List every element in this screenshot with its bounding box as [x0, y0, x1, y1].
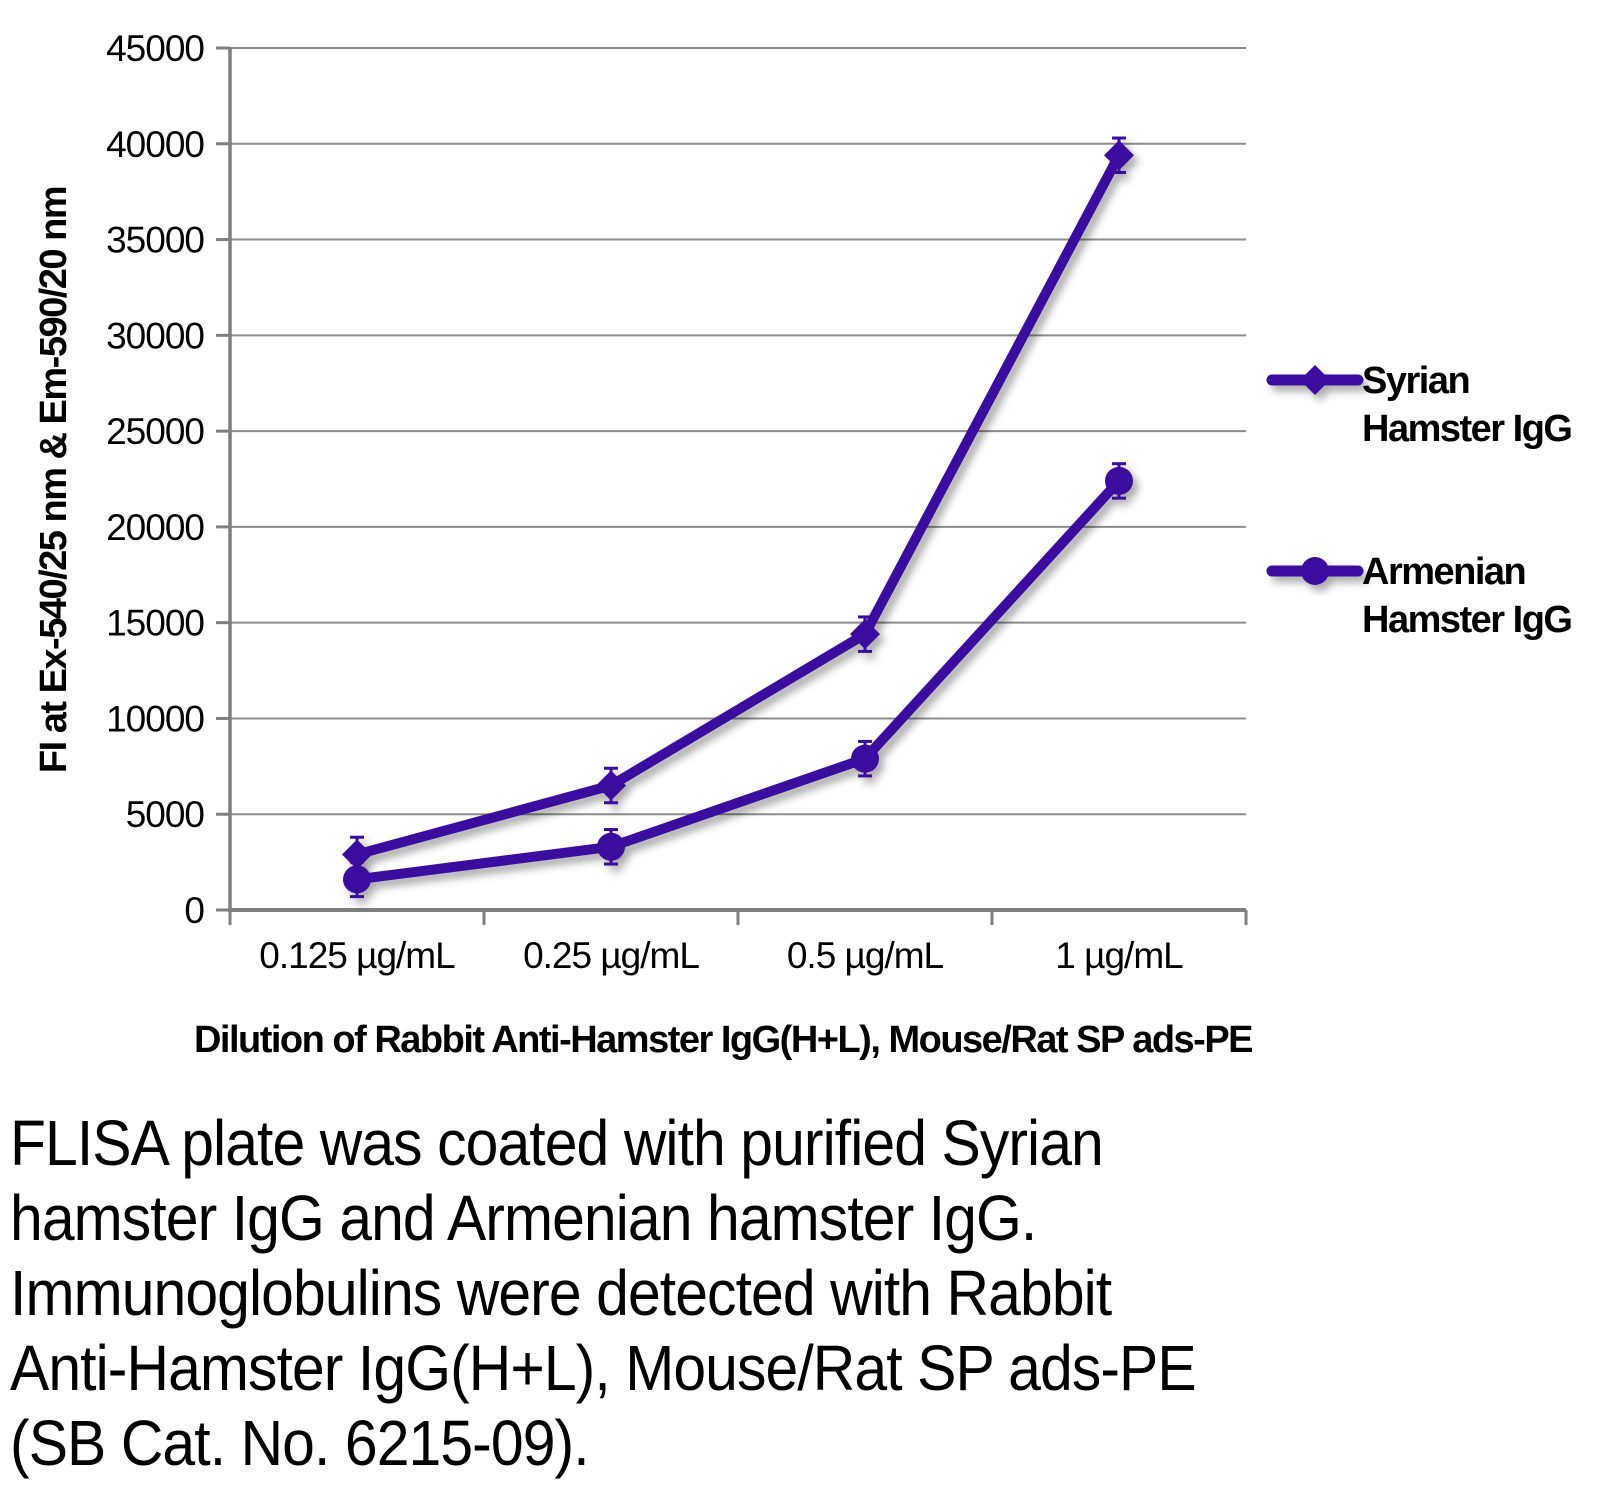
- legend-key: [1266, 557, 1364, 585]
- y-tick-label: 5000: [126, 794, 205, 835]
- circle-marker: [1301, 557, 1329, 585]
- circle-marker: [851, 744, 879, 773]
- legend-key: [1266, 365, 1364, 395]
- series-armenian-hamster-igg: [343, 462, 1133, 899]
- y-tick-label: 25000: [106, 411, 204, 452]
- circle-marker: [1105, 466, 1133, 495]
- series-line: [352, 475, 1124, 885]
- y-tick-label: 35000: [106, 220, 204, 261]
- caption-line: Immunoglobulins were detected with Rabbi…: [10, 1257, 1112, 1329]
- caption-line: Anti-Hamster IgG(H+L), Mouse/Rat SP ads-…: [10, 1332, 1197, 1404]
- legend-item-armenian-hamster-igg: Armenian Hamster IgG: [1266, 551, 1573, 641]
- diamond-marker: [850, 619, 880, 650]
- legend: Syrian Hamster IgG Armenian Hamster IgG: [1266, 360, 1573, 641]
- x-axis-title: Dilution of Rabbit Anti-Hamster IgG(H+L)…: [194, 1019, 1252, 1061]
- diamond-marker: [1300, 365, 1330, 395]
- x-tick-label: 0.25 µg/mL: [523, 935, 699, 976]
- diamond-marker: [1104, 140, 1134, 171]
- legend-label-line: Armenian: [1362, 551, 1525, 593]
- gridlines: [230, 47, 1246, 816]
- caption-line: (SB Cat. No. 6215-09).: [10, 1407, 590, 1479]
- circle-marker: [343, 865, 371, 894]
- flisa-line-chart: 0 5000 10000 15000 20000 25000 30000 35000 40000…: [33, 28, 1573, 1061]
- line-chart-svg: 0 5000 10000 15000 20000 25000 30000 35000 40000…: [33, 28, 1573, 1061]
- x-tick-label: 0.125 µg/mL: [259, 935, 455, 976]
- y-tick-label: 15000: [106, 603, 204, 644]
- diamond-marker: [596, 770, 626, 801]
- y-tick-label: 10000: [106, 698, 204, 739]
- x-axis-ticks-and-labels: 0.125 µg/mL 0.25 µg/mL 0.5 µg/mL 1 µg/mL: [228, 910, 1248, 976]
- circle-marker: [597, 832, 625, 861]
- legend-label-line: Hamster IgG: [1362, 408, 1571, 450]
- y-tick-label: 30000: [106, 315, 204, 356]
- series-line: [352, 150, 1124, 860]
- figure-caption: FLISA plate was coated with purified Syr…: [10, 1106, 1445, 1481]
- axes: [228, 48, 1246, 912]
- y-axis-ticks-and-labels: 0 5000 10000 15000 20000 25000 30000 35000 40000…: [106, 28, 230, 931]
- caption-line: hamster IgG and Armenian hamster IgG.: [10, 1182, 1037, 1254]
- diamond-marker: [342, 839, 372, 870]
- x-tick-label: 1 µg/mL: [1055, 935, 1183, 976]
- y-axis-title: FI at Ex-540/25 nm & Em-590/20 nm: [33, 187, 75, 773]
- y-tick-label: 40000: [106, 124, 204, 165]
- y-tick-label: 0: [184, 890, 204, 931]
- caption-line: FLISA plate was coated with purified Syr…: [10, 1107, 1104, 1179]
- y-tick-label: 45000: [106, 28, 204, 69]
- legend-label-line: Hamster IgG: [1362, 599, 1571, 641]
- legend-label-line: Syrian: [1362, 360, 1469, 402]
- x-tick-label: 0.5 µg/mL: [787, 935, 944, 976]
- y-tick-label: 20000: [106, 507, 204, 548]
- legend-item-syrian-hamster-igg: Syrian Hamster IgG: [1266, 360, 1573, 450]
- series-syrian-hamster-igg: [342, 136, 1134, 874]
